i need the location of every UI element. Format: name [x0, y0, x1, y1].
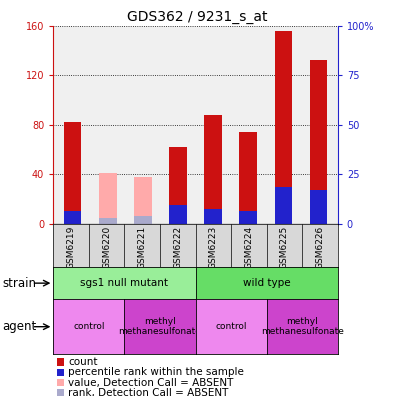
Text: GSM6219: GSM6219 — [67, 226, 75, 269]
Bar — [64, 122, 81, 224]
Text: sgs1 null mutant: sgs1 null mutant — [81, 278, 168, 288]
Bar — [64, 211, 81, 224]
Bar — [239, 132, 257, 224]
Text: value, Detection Call = ABSENT: value, Detection Call = ABSENT — [68, 377, 234, 388]
Bar — [275, 187, 292, 224]
Bar — [99, 173, 117, 224]
Text: GSM6225: GSM6225 — [280, 226, 289, 269]
Bar — [239, 211, 257, 224]
Text: count: count — [68, 357, 98, 367]
Bar — [204, 115, 222, 224]
Bar — [169, 147, 187, 224]
Text: GSM6221: GSM6221 — [138, 226, 147, 269]
Bar — [275, 30, 292, 224]
Text: GSM6222: GSM6222 — [173, 226, 182, 269]
Bar — [99, 217, 117, 224]
Text: strain: strain — [2, 277, 36, 289]
Text: GSM6226: GSM6226 — [316, 226, 324, 269]
Bar — [204, 209, 222, 224]
Text: GDS362 / 9231_s_at: GDS362 / 9231_s_at — [127, 10, 268, 24]
Text: agent: agent — [2, 320, 36, 333]
Text: methyl
methanesulfonate: methyl methanesulfonate — [118, 317, 201, 336]
Bar — [169, 205, 187, 224]
Bar — [134, 216, 152, 224]
Text: wild type: wild type — [243, 278, 290, 288]
Bar — [310, 190, 327, 224]
Text: control: control — [73, 322, 105, 331]
Text: rank, Detection Call = ABSENT: rank, Detection Call = ABSENT — [68, 388, 229, 396]
Text: methyl
methanesulfonate: methyl methanesulfonate — [261, 317, 344, 336]
Text: GSM6220: GSM6220 — [102, 226, 111, 269]
Text: GSM6223: GSM6223 — [209, 226, 218, 269]
Text: control: control — [215, 322, 247, 331]
Bar — [134, 177, 152, 224]
Text: percentile rank within the sample: percentile rank within the sample — [68, 367, 244, 377]
Bar — [310, 60, 327, 224]
Text: GSM6224: GSM6224 — [245, 226, 253, 269]
